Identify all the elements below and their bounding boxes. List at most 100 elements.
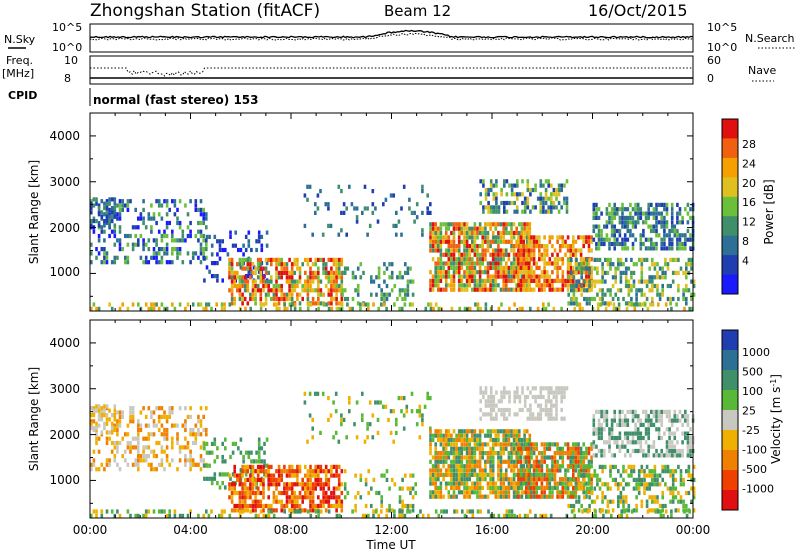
heatmap-cell: [518, 222, 521, 227]
heatmap-cell: [494, 437, 498, 443]
heatmap-cell: [489, 437, 492, 443]
heatmap-cell: [457, 485, 461, 490]
heatmap-cell: [689, 233, 692, 238]
heatmap-cell: [634, 237, 637, 242]
heatmap-cell: [535, 477, 538, 482]
heatmap-cell: [385, 477, 389, 482]
heatmap-cell: [592, 431, 596, 436]
heatmap-cell: [221, 459, 224, 464]
heatmap-cell: [617, 296, 620, 302]
heatmap-cell: [515, 261, 518, 266]
heatmap-cell: [596, 477, 599, 482]
heatmap-cell: [230, 266, 234, 271]
heatmap-cell: [512, 433, 516, 438]
heatmap-cell: [561, 278, 565, 283]
freq-panel: Freq. [MHz] 10 8 60 0 Nave: [2, 54, 776, 85]
heatmap-cell: [620, 509, 623, 514]
heatmap-cell: [176, 247, 179, 252]
heatmap-cell: [622, 486, 625, 491]
heatmap-cell: [574, 490, 578, 495]
velocity-frame: [89, 319, 694, 519]
heatmap-cell: [567, 266, 570, 271]
heatmap-cell: [409, 473, 412, 478]
heatmap-cell: [505, 248, 508, 253]
heatmap-cell: [473, 481, 477, 486]
heatmap-cell: [296, 257, 299, 262]
heatmap-cell: [197, 414, 200, 419]
heatmap-cell: [610, 422, 614, 427]
heatmap-cell: [657, 302, 660, 307]
heatmap-cell: [327, 495, 331, 500]
heatmap-cell: [165, 225, 169, 230]
heatmap-cell: [593, 279, 597, 284]
heatmap-cell: [660, 220, 663, 225]
heatmap-cell: [643, 490, 646, 496]
heatmap-cell: [439, 485, 443, 490]
heatmap-cell: [290, 275, 294, 280]
heatmap-cell: [476, 270, 479, 275]
heatmap-cell: [547, 209, 550, 214]
heatmap-cell: [322, 257, 325, 262]
heatmap-cell: [337, 473, 341, 478]
heatmap-cell: [539, 513, 542, 518]
heatmap-cell: [517, 455, 520, 460]
heatmap-cell: [338, 513, 341, 518]
heatmap-cell: [481, 252, 484, 257]
heatmap-cell: [447, 481, 451, 486]
heatmap-cell: [95, 509, 98, 514]
heatmap-cell: [388, 503, 391, 509]
heatmap-cell: [442, 274, 445, 279]
heatmap-cell: [670, 509, 673, 514]
heatmap-cell: [516, 394, 519, 400]
heatmap-cell: [452, 278, 456, 283]
heatmap-cell: [97, 220, 101, 226]
heatmap-cell: [507, 270, 511, 275]
colorbar-segment: [722, 235, 738, 256]
heatmap-cell: [301, 283, 304, 289]
heatmap-cell: [113, 255, 117, 260]
heatmap-cell: [319, 279, 323, 284]
heatmap-cell: [651, 257, 654, 262]
heatmap-cell: [429, 442, 432, 447]
heatmap-cell: [95, 426, 98, 431]
heatmap-cell: [306, 469, 310, 474]
heatmap-cell: [583, 296, 586, 302]
heatmap-cell: [290, 288, 294, 293]
heatmap-cell: [95, 436, 98, 441]
heatmap-cell: [479, 386, 482, 391]
heatmap-cell: [350, 202, 354, 207]
heatmap-cell: [95, 201, 98, 206]
heatmap-cell: [324, 262, 328, 267]
heatmap-cell: [291, 509, 294, 514]
heatmap-cell: [377, 490, 381, 496]
heatmap-cell: [505, 226, 508, 231]
heatmap-cell: [213, 476, 217, 481]
heatmap-cell: [228, 275, 231, 280]
heatmap-cell: [486, 239, 490, 244]
heatmap-cell: [661, 275, 664, 280]
heatmap-cell: [202, 251, 205, 256]
heatmap-cell: [507, 429, 511, 434]
heatmap-cell: [476, 490, 479, 495]
heatmap-cell: [531, 412, 535, 417]
heatmap-cell: [429, 494, 432, 499]
heatmap-cell: [260, 234, 264, 239]
heatmap-cell: [639, 431, 643, 436]
heatmap-cell: [327, 257, 331, 262]
heatmap-cell: [455, 468, 458, 473]
xtick-0: 00:00: [73, 523, 108, 537]
heatmap-cell: [585, 451, 588, 456]
heatmap-cell: [557, 192, 561, 197]
heatmap-cell: [272, 292, 276, 297]
heatmap-cell: [208, 234, 211, 239]
heatmap-cell: [538, 239, 541, 244]
heatmap-cell: [642, 233, 645, 238]
heatmap-cell: [624, 270, 628, 275]
heatmap-cell: [484, 477, 487, 482]
heatmap-cell: [531, 205, 535, 210]
heatmap-cell: [473, 261, 477, 266]
heatmap-cell: [335, 306, 339, 311]
heatmap-cell: [354, 288, 357, 293]
heatmap-cell: [118, 467, 122, 472]
heatmap-cell: [585, 455, 588, 460]
